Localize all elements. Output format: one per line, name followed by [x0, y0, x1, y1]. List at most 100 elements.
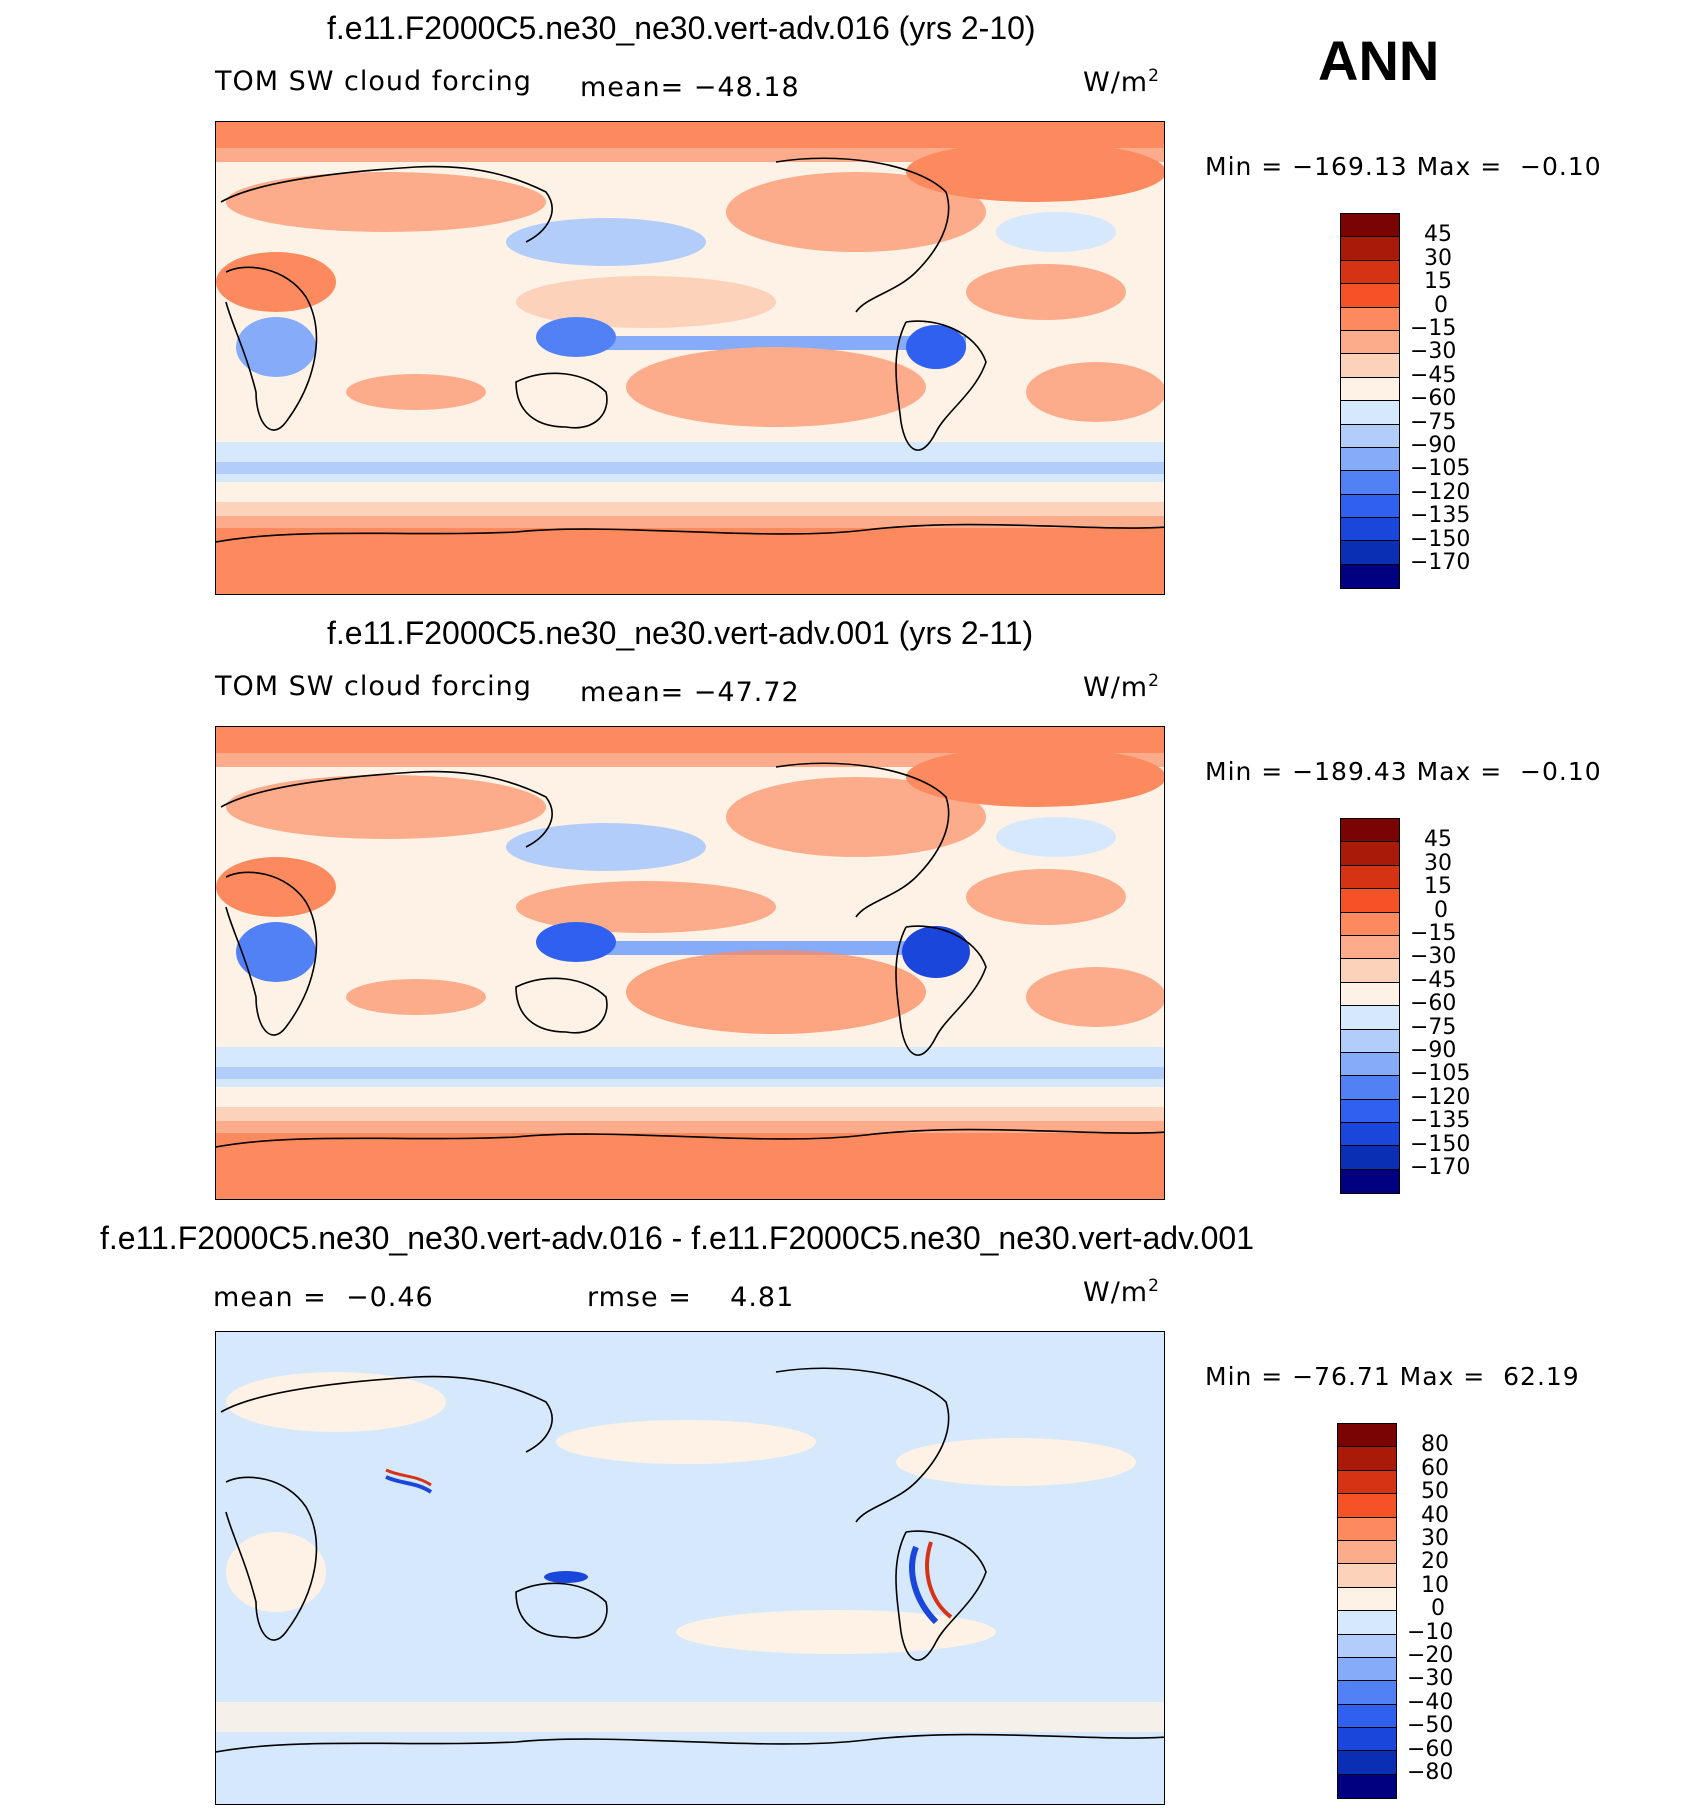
- amazon-convection: [906, 325, 966, 369]
- panel-3-map: [215, 1331, 1165, 1805]
- colorbar-label: −170: [1410, 1155, 1471, 1180]
- panel-1-units: W/m2: [1083, 66, 1160, 98]
- panel-3-title: f.e11.F2000C5.ne30_ne30.vert-adv.016 - f…: [100, 1220, 1254, 1256]
- colorbar-swatch: [1341, 307, 1399, 331]
- colorbar-swatch: [1341, 889, 1399, 913]
- colorbar-label: −30: [1410, 944, 1457, 970]
- colorbar-label: −150: [1410, 526, 1471, 552]
- colorbar-label: 50: [1421, 1479, 1449, 1505]
- colorbar-swatch: [1341, 1099, 1399, 1124]
- colorbar-swatch: [1338, 1517, 1396, 1541]
- colorbar-swatch: [1341, 354, 1399, 378]
- panel-2-mean-label: mean= −47.72: [580, 677, 800, 708]
- panel-3-units-text: W/m: [1083, 1277, 1149, 1308]
- southern-ocean-diff: [216, 1702, 1164, 1732]
- colorbar-swatch: [1338, 1774, 1396, 1799]
- north-pacific-high: [516, 276, 776, 328]
- north-pacific-high: [516, 881, 776, 933]
- colorbar-swatch: [1341, 912, 1399, 936]
- colorbar-swatch: [1341, 819, 1399, 843]
- eurasia-diff: [226, 1372, 446, 1432]
- colorbar-swatch: [1338, 1681, 1396, 1705]
- africa-diff: [226, 1532, 326, 1612]
- antarctica-coast: [216, 1733, 1164, 1753]
- colorbar-swatch: [1341, 377, 1399, 402]
- colorbar-swatch: [1341, 471, 1399, 495]
- panel-2-title: f.e11.F2000C5.ne30_ne30.vert-adv.001 (yr…: [327, 615, 1034, 651]
- colorbar-swatch: [1338, 1424, 1396, 1448]
- colorbar-swatch: [1341, 982, 1399, 1007]
- australia-coast: [515, 1582, 608, 1639]
- colorbar-swatch: [1338, 1751, 1396, 1775]
- australia-coast: [515, 977, 608, 1034]
- greenland-field: [906, 142, 1164, 202]
- panel-1-units-text: W/m: [1083, 67, 1149, 98]
- north-pacific-low: [506, 823, 706, 871]
- south-pacific-high: [626, 950, 926, 1034]
- panel-2-colorbar: [1340, 818, 1400, 1195]
- colorbar-label: −30: [1410, 339, 1457, 365]
- north-america-field: [726, 172, 986, 252]
- colorbar-swatch: [1341, 1052, 1399, 1077]
- colorbar-swatch: [1341, 330, 1399, 355]
- colorbar-label: 20: [1421, 1549, 1449, 1575]
- colorbar-label: 30: [1424, 245, 1452, 271]
- coastlines: [216, 157, 1164, 543]
- antarctic-edge-2: [216, 516, 1164, 528]
- south-pacific-high: [626, 347, 926, 427]
- indian-ocean-high: [346, 979, 486, 1015]
- colorbar-label: −15: [1410, 316, 1457, 341]
- antarctic-edge-2: [216, 1121, 1164, 1133]
- north-america-coast: [775, 762, 950, 918]
- panel-2-map: [215, 726, 1165, 1200]
- colorbar-label: 15: [1424, 269, 1452, 295]
- australia-coast: [515, 372, 608, 429]
- colorbar-swatch: [1338, 1447, 1396, 1471]
- colorbar-swatch: [1341, 214, 1399, 238]
- north-atlantic-high: [966, 264, 1126, 320]
- maritime-continent: [536, 922, 616, 962]
- sahara-field: [216, 252, 336, 312]
- panel-3-units-sup: 2: [1148, 1276, 1160, 1296]
- north-america-coast: [775, 1367, 950, 1523]
- antarctica-field: [216, 528, 1164, 594]
- colorbar-swatch: [1341, 1029, 1399, 1053]
- amazon-convection: [902, 926, 970, 978]
- maritime-continent: [536, 317, 616, 357]
- colorbar-swatch: [1341, 284, 1399, 308]
- colorbar-swatch: [1338, 1634, 1396, 1658]
- colorbar-label: 30: [1421, 1526, 1449, 1551]
- colorbar-label: −50: [1407, 1713, 1454, 1739]
- colorbar-label: −75: [1410, 1014, 1457, 1040]
- colorbar-swatch: [1341, 935, 1399, 960]
- season-label: ANN: [1318, 29, 1440, 92]
- eurasia-field: [226, 775, 546, 839]
- north-america-coast: [775, 157, 950, 313]
- coastlines: [216, 1367, 1164, 1753]
- colorbar-label: −45: [1410, 967, 1457, 993]
- panel-3-map-svg: [216, 1332, 1164, 1804]
- colorbar-label: −80: [1407, 1760, 1454, 1785]
- panel-1-minmax: Min = −169.13 Max = −0.10: [1205, 152, 1602, 181]
- panel-2-units-sup: 2: [1148, 671, 1160, 691]
- colorbar-label: −20: [1407, 1643, 1454, 1668]
- eurasia-coast: [220, 1375, 553, 1453]
- colorbar-swatch: [1338, 1470, 1396, 1495]
- south-pacific-diff: [676, 1610, 996, 1654]
- andes-negative: [909, 1545, 939, 1625]
- colorbar-label: 0: [1434, 897, 1448, 923]
- colorbar-label: 45: [1424, 827, 1452, 853]
- north-atlantic-high: [966, 869, 1126, 925]
- africa-coast: [225, 266, 318, 431]
- north-pacific-diff: [556, 1420, 816, 1464]
- colorbar-label: −120: [1410, 1084, 1471, 1110]
- panel-3-minmax: Min = −76.71 Max = 62.19: [1205, 1362, 1580, 1391]
- colorbar-swatch: [1341, 1169, 1399, 1194]
- panel-2-minmax: Min = −189.43 Max = −0.10: [1205, 757, 1602, 786]
- panel-1-variable-label: TOM SW cloud forcing: [215, 66, 532, 97]
- colorbar-label: −75: [1410, 409, 1457, 435]
- north-atlantic-low: [996, 212, 1116, 252]
- antarctica-field: [216, 1133, 1164, 1199]
- colorbar-label: 60: [1421, 1455, 1449, 1481]
